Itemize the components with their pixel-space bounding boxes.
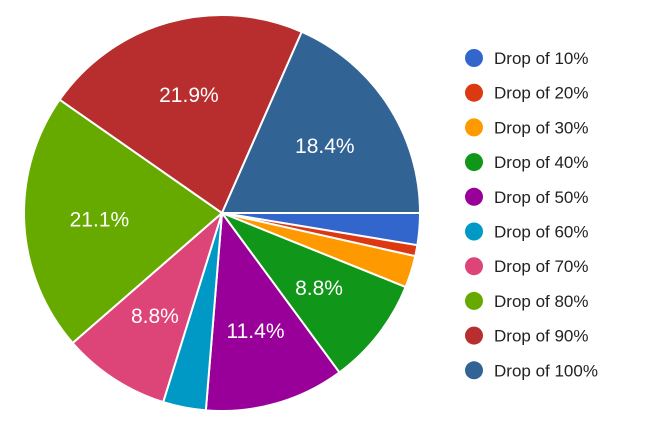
legend-item-drop-of-10[interactable]: Drop of 10% xyxy=(465,49,589,68)
legend-label: Drop of 70% xyxy=(494,257,589,276)
legend-swatch xyxy=(465,118,483,137)
legend-label: Drop of 100% xyxy=(494,361,598,380)
slice-label-drop-of-40: 8.8% xyxy=(295,277,343,300)
legend-swatch xyxy=(465,153,483,172)
pie-slice-drop-of-50[interactable] xyxy=(204,210,341,412)
legend-label: Drop of 90% xyxy=(494,327,589,346)
legend-item-drop-of-90[interactable]: Drop of 90% xyxy=(465,326,589,346)
pie-slice-drop-of-90[interactable] xyxy=(58,14,304,215)
legend-swatch xyxy=(465,257,483,276)
pie-slices xyxy=(23,14,422,412)
slice-label-drop-of-90: 21.9% xyxy=(159,84,219,107)
pie-slice-drop-of-80[interactable] xyxy=(23,98,224,345)
legend-swatch xyxy=(465,222,483,241)
pie-slice-drop-of-100[interactable] xyxy=(220,30,422,214)
legend-label: Drop of 10% xyxy=(494,49,589,68)
legend-item-drop-of-30[interactable]: Drop of 30% xyxy=(465,118,589,137)
legend-item-drop-of-60[interactable]: Drop of 60% xyxy=(465,222,589,242)
legend-swatch xyxy=(465,187,483,206)
legend-label: Drop of 20% xyxy=(494,84,589,103)
legend-swatch xyxy=(465,326,483,345)
legend-item-drop-of-50[interactable]: Drop of 50% xyxy=(465,187,589,207)
slice-label-drop-of-50: 11.4% xyxy=(227,320,285,343)
legend-label: Drop of 80% xyxy=(494,292,589,311)
legend: Drop of 10% Drop of 20% Drop of 30% Drop of… xyxy=(465,49,598,380)
legend-label: Drop of 40% xyxy=(494,153,589,172)
slice-label-drop-of-70: 8.8% xyxy=(131,305,179,328)
pie-slice-drop-of-40[interactable] xyxy=(219,210,407,374)
slice-label-drop-of-100: 18.4% xyxy=(295,135,355,158)
legend-item-drop-of-80[interactable]: Drop of 80% xyxy=(465,291,589,311)
legend-item-drop-of-70[interactable]: Drop of 70% xyxy=(465,257,589,276)
legend-label: Drop of 30% xyxy=(494,118,589,137)
legend-swatch xyxy=(465,83,483,102)
legend-swatch xyxy=(465,361,483,380)
pie-slice-labels: 8.8% 11.4% 8.8% 21.1% 21.9% 18.4% xyxy=(70,84,355,343)
slice-label-drop-of-80: 21.1% xyxy=(70,209,130,232)
legend-swatch xyxy=(465,291,483,310)
legend-item-drop-of-20[interactable]: Drop of 20% xyxy=(465,83,589,103)
legend-item-drop-of-100[interactable]: Drop of 100% xyxy=(465,361,598,380)
legend-item-drop-of-40[interactable]: Drop of 40% xyxy=(465,153,589,172)
pie-slice-drop-of-70[interactable] xyxy=(71,209,225,404)
legend-swatch xyxy=(465,49,483,67)
legend-label: Drop of 50% xyxy=(494,188,589,207)
legend-label: Drop of 60% xyxy=(494,223,589,242)
